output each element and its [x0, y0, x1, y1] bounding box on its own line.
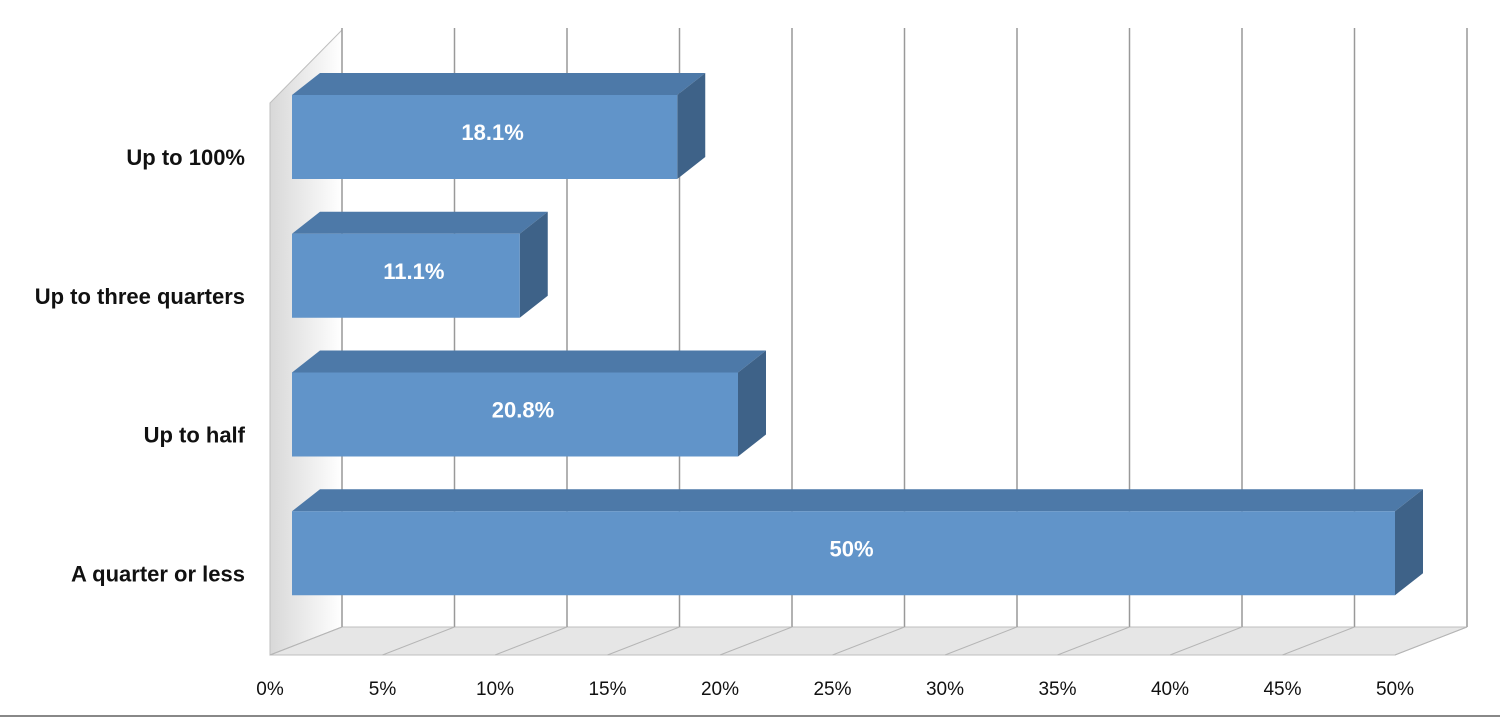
- floor-gridline: [607, 626, 680, 656]
- x-tick-label: 15%: [588, 679, 626, 700]
- x-tick-label: 35%: [1038, 679, 1076, 700]
- x-tick-label: 0%: [256, 679, 284, 700]
- category-label: Up to half: [144, 423, 246, 448]
- bar-top-face: [292, 350, 766, 373]
- x-tick-label: 25%: [813, 679, 851, 700]
- floor-gridline: [944, 626, 1018, 656]
- floor-gridline: [719, 626, 793, 656]
- x-tick-label: 20%: [701, 679, 739, 700]
- x-tick-label: 45%: [1263, 679, 1301, 700]
- labels: 18.1% Up to 100% 11.1% Up to three quarters…: [35, 120, 1414, 700]
- floor-gridline: [269, 626, 343, 656]
- category-label: Up to 100%: [126, 145, 245, 170]
- bar-side-face: [1395, 489, 1423, 596]
- floor-gridline: [1169, 626, 1243, 656]
- x-tick-label: 50%: [1376, 679, 1414, 700]
- bar-top-face: [292, 211, 548, 234]
- floor-gridline: [382, 626, 455, 656]
- bar-top-face: [292, 489, 1423, 512]
- floor-gridline: [832, 626, 905, 656]
- floor-gridline: [1394, 626, 1468, 656]
- data-label: 18.1%: [461, 120, 523, 145]
- bar-side-face: [677, 73, 706, 179]
- data-label: 11.1%: [383, 259, 444, 284]
- x-tick-label: 10%: [476, 679, 514, 700]
- bar: [292, 511, 1395, 596]
- floor-gridline: [494, 626, 568, 656]
- bar: [292, 233, 520, 318]
- x-tick-label: 5%: [369, 679, 397, 700]
- bar: [292, 95, 678, 179]
- data-label: 20.8%: [492, 398, 554, 423]
- floor-gridline: [1282, 626, 1355, 656]
- floor-gridline: [1057, 626, 1130, 656]
- bar-side-face: [519, 211, 548, 318]
- data-label: 50%: [829, 536, 873, 561]
- plot-back: [0, 28, 1500, 717]
- bar-top-face: [292, 73, 706, 95]
- bar: [292, 372, 738, 457]
- bars: [292, 73, 1423, 596]
- bar-side-face: [738, 350, 766, 457]
- x-tick-label: 30%: [926, 679, 964, 700]
- x-tick-label: 40%: [1151, 679, 1189, 700]
- category-label: A quarter or less: [71, 561, 245, 586]
- category-label: Up to three quarters: [35, 284, 245, 309]
